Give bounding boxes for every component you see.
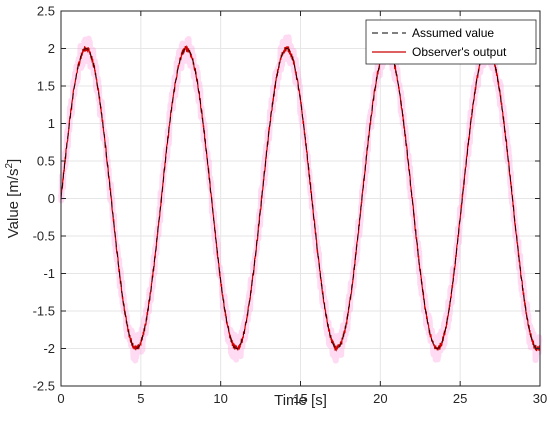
x-tick-label-2: 10: [213, 391, 227, 406]
y-tick-label-5: 0: [48, 191, 55, 206]
y-axis-label-tail: ]: [5, 159, 22, 163]
x-tick-labels: 0 5 10 15 20 25 30: [57, 391, 547, 406]
x-tick-label-5: 25: [453, 391, 467, 406]
legend-label-observer: Observer's output: [412, 45, 507, 59]
x-tick-label-0: 0: [57, 391, 64, 406]
y-tick-label-6: 0.5: [37, 154, 55, 169]
y-tick-label-9: 2: [48, 41, 55, 56]
y-tick-label-2: -1.5: [33, 304, 55, 319]
y-axis-label-main: Value [m/s: [5, 168, 22, 238]
y-tick-label-3: -1: [43, 266, 55, 281]
x-tick-label-3: 15: [293, 391, 307, 406]
legend: Assumed value Observer's output: [365, 19, 537, 65]
x-tick-label-6: 30: [533, 391, 547, 406]
y-tick-label-4: -0.5: [33, 229, 55, 244]
legend-label-assumed: Assumed value: [412, 26, 494, 40]
x-tick-label-4: 20: [373, 391, 387, 406]
x-axis-label: Time [s]: [274, 392, 327, 409]
x-tick-label-1: 5: [137, 391, 144, 406]
y-axis-label-superscript: 2: [4, 162, 15, 168]
y-tick-label-10: 2.5: [37, 4, 55, 19]
legend-box: [365, 19, 537, 65]
y-tick-label-1: -2: [43, 341, 55, 356]
y-tick-label-7: 1: [48, 116, 55, 131]
noise-band: [58, 33, 543, 364]
y-tick-label-8: 1.5: [37, 79, 55, 94]
y-tick-labels: -2.5 -2 -1.5 -1 -0.5 0 0.5 1 1.5 2 2.5: [33, 4, 55, 394]
y-tick-label-0: -2.5: [33, 379, 55, 394]
series-lines: [60, 45, 541, 352]
ticks: [60, 10, 541, 387]
noise-band-line: [58, 33, 543, 364]
y-axis-label: Value [m/s2]: [4, 159, 22, 238]
